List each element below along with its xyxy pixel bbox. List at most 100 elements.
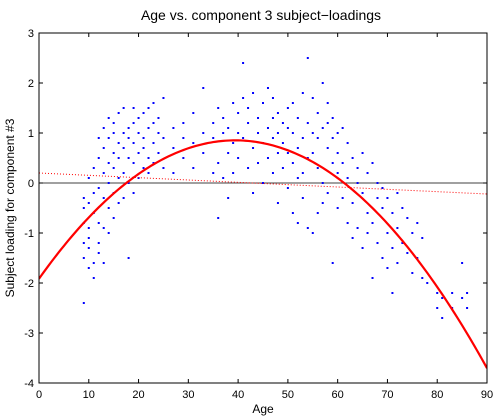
data-point [371,222,374,224]
plot-frame [38,32,488,384]
data-point [137,132,140,134]
data-point [257,117,260,119]
data-point [331,137,334,139]
data-point [162,137,165,139]
data-point [97,222,100,224]
data-point [112,217,115,219]
data-point [301,172,304,174]
data-point [157,132,160,134]
data-point [306,157,309,159]
data-point [356,227,359,229]
data-point [296,147,299,149]
data-point [172,172,175,174]
data-point [92,262,95,264]
data-point [137,152,140,154]
y-tick-label: -1 [24,228,34,240]
data-point [466,307,469,309]
data-point [286,187,289,189]
data-point [147,172,150,174]
data-point [107,162,110,164]
data-point [416,222,419,224]
data-point [386,267,389,269]
data-point [381,207,384,209]
data-point [346,222,349,224]
data-point [461,262,464,264]
data-point [426,282,429,284]
data-point [127,257,130,259]
data-point [127,182,130,184]
data-point [142,112,145,114]
data-point [376,182,379,184]
y-tick-label: 1 [28,128,34,140]
data-point [262,182,264,184]
data-point [316,112,319,114]
data-point [301,197,304,199]
data-point [321,182,324,184]
data-point [192,142,195,144]
data-point [147,107,150,109]
data-point [311,132,314,134]
data-point [351,157,354,159]
data-point [361,192,364,194]
data-point [132,142,135,144]
data-point [331,162,334,164]
data-point [162,97,165,99]
data-point [217,217,220,219]
data-point [336,152,339,154]
data-point [271,97,274,99]
data-point [102,172,105,174]
data-point [117,177,120,179]
data-point [436,307,439,309]
data-point [112,122,115,124]
data-point [421,277,424,279]
data-point [411,272,414,274]
data-point [237,132,240,134]
data-point [242,97,245,99]
data-point [361,247,364,249]
data-point [351,202,354,204]
data-point [396,192,399,194]
data-point [326,122,329,124]
data-point [396,227,399,229]
data-point [257,132,260,134]
data-point [107,117,110,119]
y-tick-label: 3 [28,28,34,40]
data-point [92,192,95,194]
data-point [112,152,115,154]
data-point [441,297,444,299]
data-point [142,137,145,139]
data-point [87,227,90,229]
data-point [421,237,424,239]
data-point [291,132,294,134]
y-tick-label: 0 [28,178,34,190]
data-point [252,92,255,94]
data-point [97,242,100,244]
data-point [117,157,120,159]
data-point [102,227,105,229]
data-point [391,247,394,249]
data-point [147,157,150,159]
data-point [222,117,225,119]
data-point [232,102,235,104]
data-point [286,107,289,109]
x-axis-label: Age [252,402,274,416]
data-point [172,127,175,129]
data-point [212,122,215,124]
data-point [102,262,105,264]
data-point [127,127,130,129]
data-point [311,232,314,234]
data-point [97,157,100,159]
data-point [371,277,374,279]
data-point [132,192,135,194]
data-point [132,107,135,109]
data-point [341,162,344,164]
data-point [102,147,105,149]
data-point [112,167,115,169]
data-point [301,137,304,139]
data-point [102,197,105,199]
quadratic-fit-curve [39,139,487,369]
data-point [222,132,225,134]
data-point [142,147,145,149]
data-point [316,137,319,139]
data-point [117,202,120,204]
